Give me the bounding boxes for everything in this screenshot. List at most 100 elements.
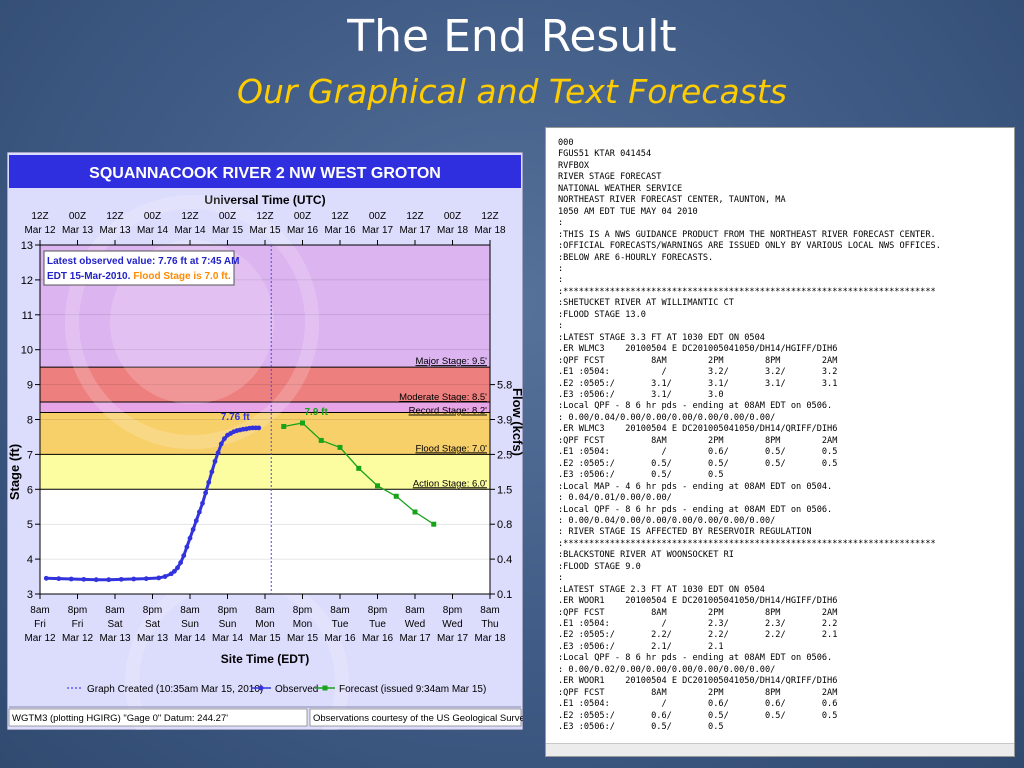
bottom-tick-date: Mar 15 [249, 633, 281, 644]
y-right-tick-label: 2.5 [497, 449, 512, 461]
y-right-tick-label: 0.4 [497, 554, 512, 566]
top-tick-date: Mar 18 [437, 225, 469, 236]
bottom-tick-day: Fri [72, 619, 84, 630]
latest-observation-date: EDT 15-Mar-2010. [47, 271, 131, 282]
hydrograph-chart: SQUANNACOOK RIVER 2 NW WEST GROTON Unive… [7, 152, 523, 730]
right-axis: 0.1 0.4 0.8 1.5 2.5 3.9 5.8 [490, 380, 512, 601]
text-forecast-line: :LATEST STAGE 2.3 FT AT 1030 EDT ON 0504 [558, 584, 765, 595]
bottom-tick-date: Mar 18 [474, 633, 506, 644]
top-tick-label: 12Z [256, 211, 273, 222]
observed-point [203, 490, 209, 496]
bottom-tick-day: Sat [107, 619, 122, 630]
observed-point [56, 576, 62, 582]
top-tick-date: Mar 17 [399, 225, 431, 236]
y-right-tick-label: 1.5 [497, 484, 512, 496]
top-tick-date: Mar 14 [174, 225, 206, 236]
latest-observation-flood-stage: Flood Stage is 7.0 ft. [133, 271, 230, 282]
forecast-point [375, 483, 380, 489]
top-tick-label: 12Z [481, 211, 498, 222]
text-forecast-line: : [558, 573, 564, 584]
observed-point [162, 574, 168, 579]
threshold-label: Moderate Stage: 8.5' [399, 392, 487, 403]
legend: Graph Created (10:35am Mar 15, 2010) Obs… [67, 684, 486, 695]
bottom-tick-day: Tue [332, 619, 349, 630]
observed-point [178, 560, 184, 565]
bottom-tick-day: Mon [255, 619, 274, 630]
top-tick-label: 00Z [369, 211, 386, 222]
text-forecast-line: FGUS51 KTAR 041454 [558, 149, 652, 160]
forecast-point [356, 465, 362, 471]
observed-point [193, 518, 199, 524]
top-tick-date: Mar 15 [249, 225, 281, 236]
observed-peak-label: 7.76 ft [221, 412, 251, 423]
text-forecast-line: : [558, 218, 564, 229]
observed-point [196, 509, 202, 515]
observed-point [206, 479, 212, 485]
footer-right: Observations courtesy of the US Geologic… [313, 713, 523, 724]
y-tick-label: 3 [27, 589, 33, 601]
top-axis-title: Universal Time (UTC) [204, 193, 325, 207]
observed-point [93, 577, 99, 583]
bottom-tick-time: 8pm [143, 605, 162, 616]
text-forecast-line: .E3 :0506:/ 3.1/ 3.0 [558, 389, 724, 400]
observed-point [81, 576, 87, 582]
horizontal-scrollbar[interactable] [546, 743, 1014, 756]
y-tick-label: 10 [21, 345, 33, 357]
forecast-point [431, 521, 437, 527]
bottom-tick-day: Sun [219, 619, 237, 630]
text-forecast-line: .E3 :0506:/ 0.5/ 0.5 [558, 470, 724, 481]
bottom-tick-time: 8pm [293, 605, 312, 616]
text-forecast-line: .E1 :0504: / 3.2/ 3.2/ 3.2 [558, 367, 838, 378]
bottom-tick-date: Mar 13 [137, 633, 169, 644]
observed-point [43, 575, 49, 581]
top-tick-label: 12Z [331, 211, 348, 222]
y-tick-label: 9 [27, 380, 33, 392]
slide-title: The End Result [347, 11, 677, 62]
y-right-tick-label: 0.1 [497, 589, 512, 601]
text-forecast-line: : 0.00/0.02/0.00/0.00/0.00/0.00/0.00/0.0… [558, 664, 776, 675]
top-tick-date: Mar 16 [287, 225, 319, 236]
y-tick-label: 13 [21, 240, 33, 252]
bottom-tick-date: Mar 14 [212, 633, 244, 644]
chart-title: SQUANNACOOK RIVER 2 NW WEST GROTON [89, 165, 441, 182]
text-forecast-line: :Local QPF - 8 6 hr pds - ending at 08AM… [558, 653, 833, 664]
bottom-tick-date: Mar 17 [437, 633, 469, 644]
text-forecast-line: .E1 :0504: / 2.3/ 2.3/ 2.2 [558, 619, 838, 630]
bottom-tick-time: 8pm [443, 605, 462, 616]
observed-point [184, 544, 190, 550]
latest-observation-box: Latest observed value: 7.76 ft at 7:45 A… [43, 250, 239, 286]
bottom-axis: 8am Fri Mar 12 8pm Fri Mar 12 8am Sat Mar 13 8pm S… [24, 594, 506, 644]
bottom-tick-time: 8am [105, 605, 124, 616]
top-tick-date: Mar 15 [212, 225, 244, 236]
observed-point [215, 450, 221, 456]
y-tick-label: 5 [27, 519, 33, 531]
y-tick-label: 11 [22, 310, 33, 322]
slide-subtitle: Our Graphical and Text Forecasts [236, 72, 787, 111]
y-tick-label: 4 [27, 554, 33, 566]
text-forecast-line: :QPF FCST 8AM 2PM 8PM 2AM [558, 355, 838, 366]
text-forecast-line: NATIONAL WEATHER SERVICE [558, 183, 683, 194]
bottom-tick-time: 8am [30, 605, 49, 616]
legend-forecast-label: Forecast (issued 9:34am Mar 15) [339, 684, 486, 695]
observed-point [181, 553, 187, 559]
bottom-tick-time: 8am [405, 605, 424, 616]
observed-point [256, 425, 262, 431]
stage-band [40, 412, 490, 455]
observed-point [171, 568, 177, 574]
legend-observed-label: Observed [275, 684, 318, 695]
bottom-tick-date: Mar 16 [362, 633, 394, 644]
legend-created-label: Graph Created (10:35am Mar 15, 2010) [87, 684, 263, 695]
text-forecast-line: 000 [558, 138, 574, 148]
text-forecast-line: :THIS IS A NWS GUIDANCE PRODUCT FROM THE… [558, 229, 936, 240]
top-tick-label: 12Z [181, 211, 198, 222]
text-forecast-line: .E1 :0504: / 0.6/ 0.6/ 0.6 [558, 699, 838, 710]
y-tick-label: 6 [27, 484, 33, 496]
y-axis-label: Stage (ft) [7, 444, 22, 500]
text-forecast-line: :FLOOD STAGE 13.0 [558, 309, 646, 320]
text-forecast-line: :QPF FCST 8AM 2PM 8PM 2AM [558, 607, 838, 618]
text-forecast-line: .E3 :0506:/ 2.1/ 2.1 [558, 641, 724, 652]
y-right-tick-label: 3.9 [497, 415, 512, 427]
left-axis: 3 4 5 6 7 8 9 10 11 12 13 [21, 240, 40, 601]
text-forecast-panel[interactable]: 000 FGUS51 KTAR 041454 RVFBOX RIVER STAGE F… [545, 127, 1015, 757]
bottom-tick-day: Mon [293, 619, 312, 630]
